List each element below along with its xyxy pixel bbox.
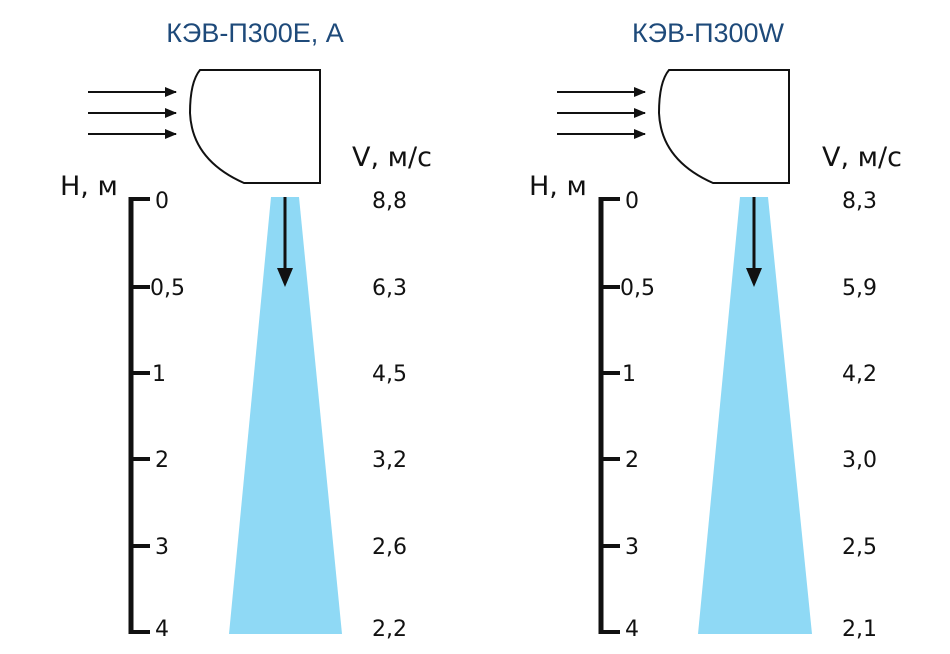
airflow-jet <box>698 197 812 634</box>
panel-2-title: КЭВ-П300W <box>632 18 785 48</box>
panel-1-height-tick: 0 <box>155 189 169 214</box>
panel-1-height-tick: 2 <box>155 448 169 473</box>
panel-2-height-tick: 0 <box>625 189 639 214</box>
panel-1-velocity-value: 2,2 <box>372 617 407 642</box>
panel-2-height-tick: 4 <box>625 617 639 642</box>
panel-1-velocity-value: 4,5 <box>372 362 407 387</box>
panel-2-velocity-label: V, м/с <box>822 142 902 173</box>
panel-2-velocity-value: 4,2 <box>842 362 877 387</box>
panel-1-height-tick: 0,5 <box>150 276 185 301</box>
panel-2-velocity-value: 2,5 <box>842 535 877 560</box>
airflow-down-arrow-icon <box>746 197 762 287</box>
panel-2-velocity-value: 2,1 <box>842 617 877 642</box>
panel-2-height-tick: 2 <box>625 448 639 473</box>
height-scale <box>598 197 620 634</box>
air-curtain-unit-icon <box>188 69 321 184</box>
panel-1-velocity-label: V, м/с <box>352 142 432 173</box>
panel-2-height-tick: 1 <box>622 362 636 387</box>
panel-2-height-tick: 0,5 <box>620 276 655 301</box>
panel-2-height-tick: 3 <box>625 535 639 560</box>
height-scale <box>128 197 150 634</box>
panel-1-title: КЭВ-П300Е, А <box>166 18 344 48</box>
panel-2-velocity-value: 8,3 <box>842 189 877 214</box>
panel-1-velocity-value: 6,3 <box>372 276 407 301</box>
panel-1-velocity-value: 2,6 <box>372 535 407 560</box>
intake-arrows-icon <box>88 87 177 139</box>
panel-2-velocity-value: 3,0 <box>842 448 877 473</box>
panel-1-height-tick: 4 <box>155 617 169 642</box>
panel-1: КЭВ-П300Е, А H, м V, м/с 0 0 <box>60 18 432 642</box>
airflow-down-arrow-icon <box>277 197 293 287</box>
panel-1-height-tick: 1 <box>152 362 166 387</box>
intake-arrows-icon <box>557 87 646 139</box>
panel-2-height-label: H, м <box>529 171 587 202</box>
panel-2-velocity-value: 5,9 <box>842 276 877 301</box>
panel-2: КЭВ-П300W H, м V, м/с 0 0,5 1 2 3 4 <box>529 18 902 642</box>
panel-1-velocity-value: 3,2 <box>372 448 407 473</box>
panel-1-height-tick: 3 <box>155 535 169 560</box>
air-curtain-unit-icon <box>657 69 790 184</box>
panel-1-height-label: H, м <box>60 171 118 202</box>
panel-1-velocity-value: 8,8 <box>372 189 407 214</box>
airflow-jet <box>229 197 342 634</box>
